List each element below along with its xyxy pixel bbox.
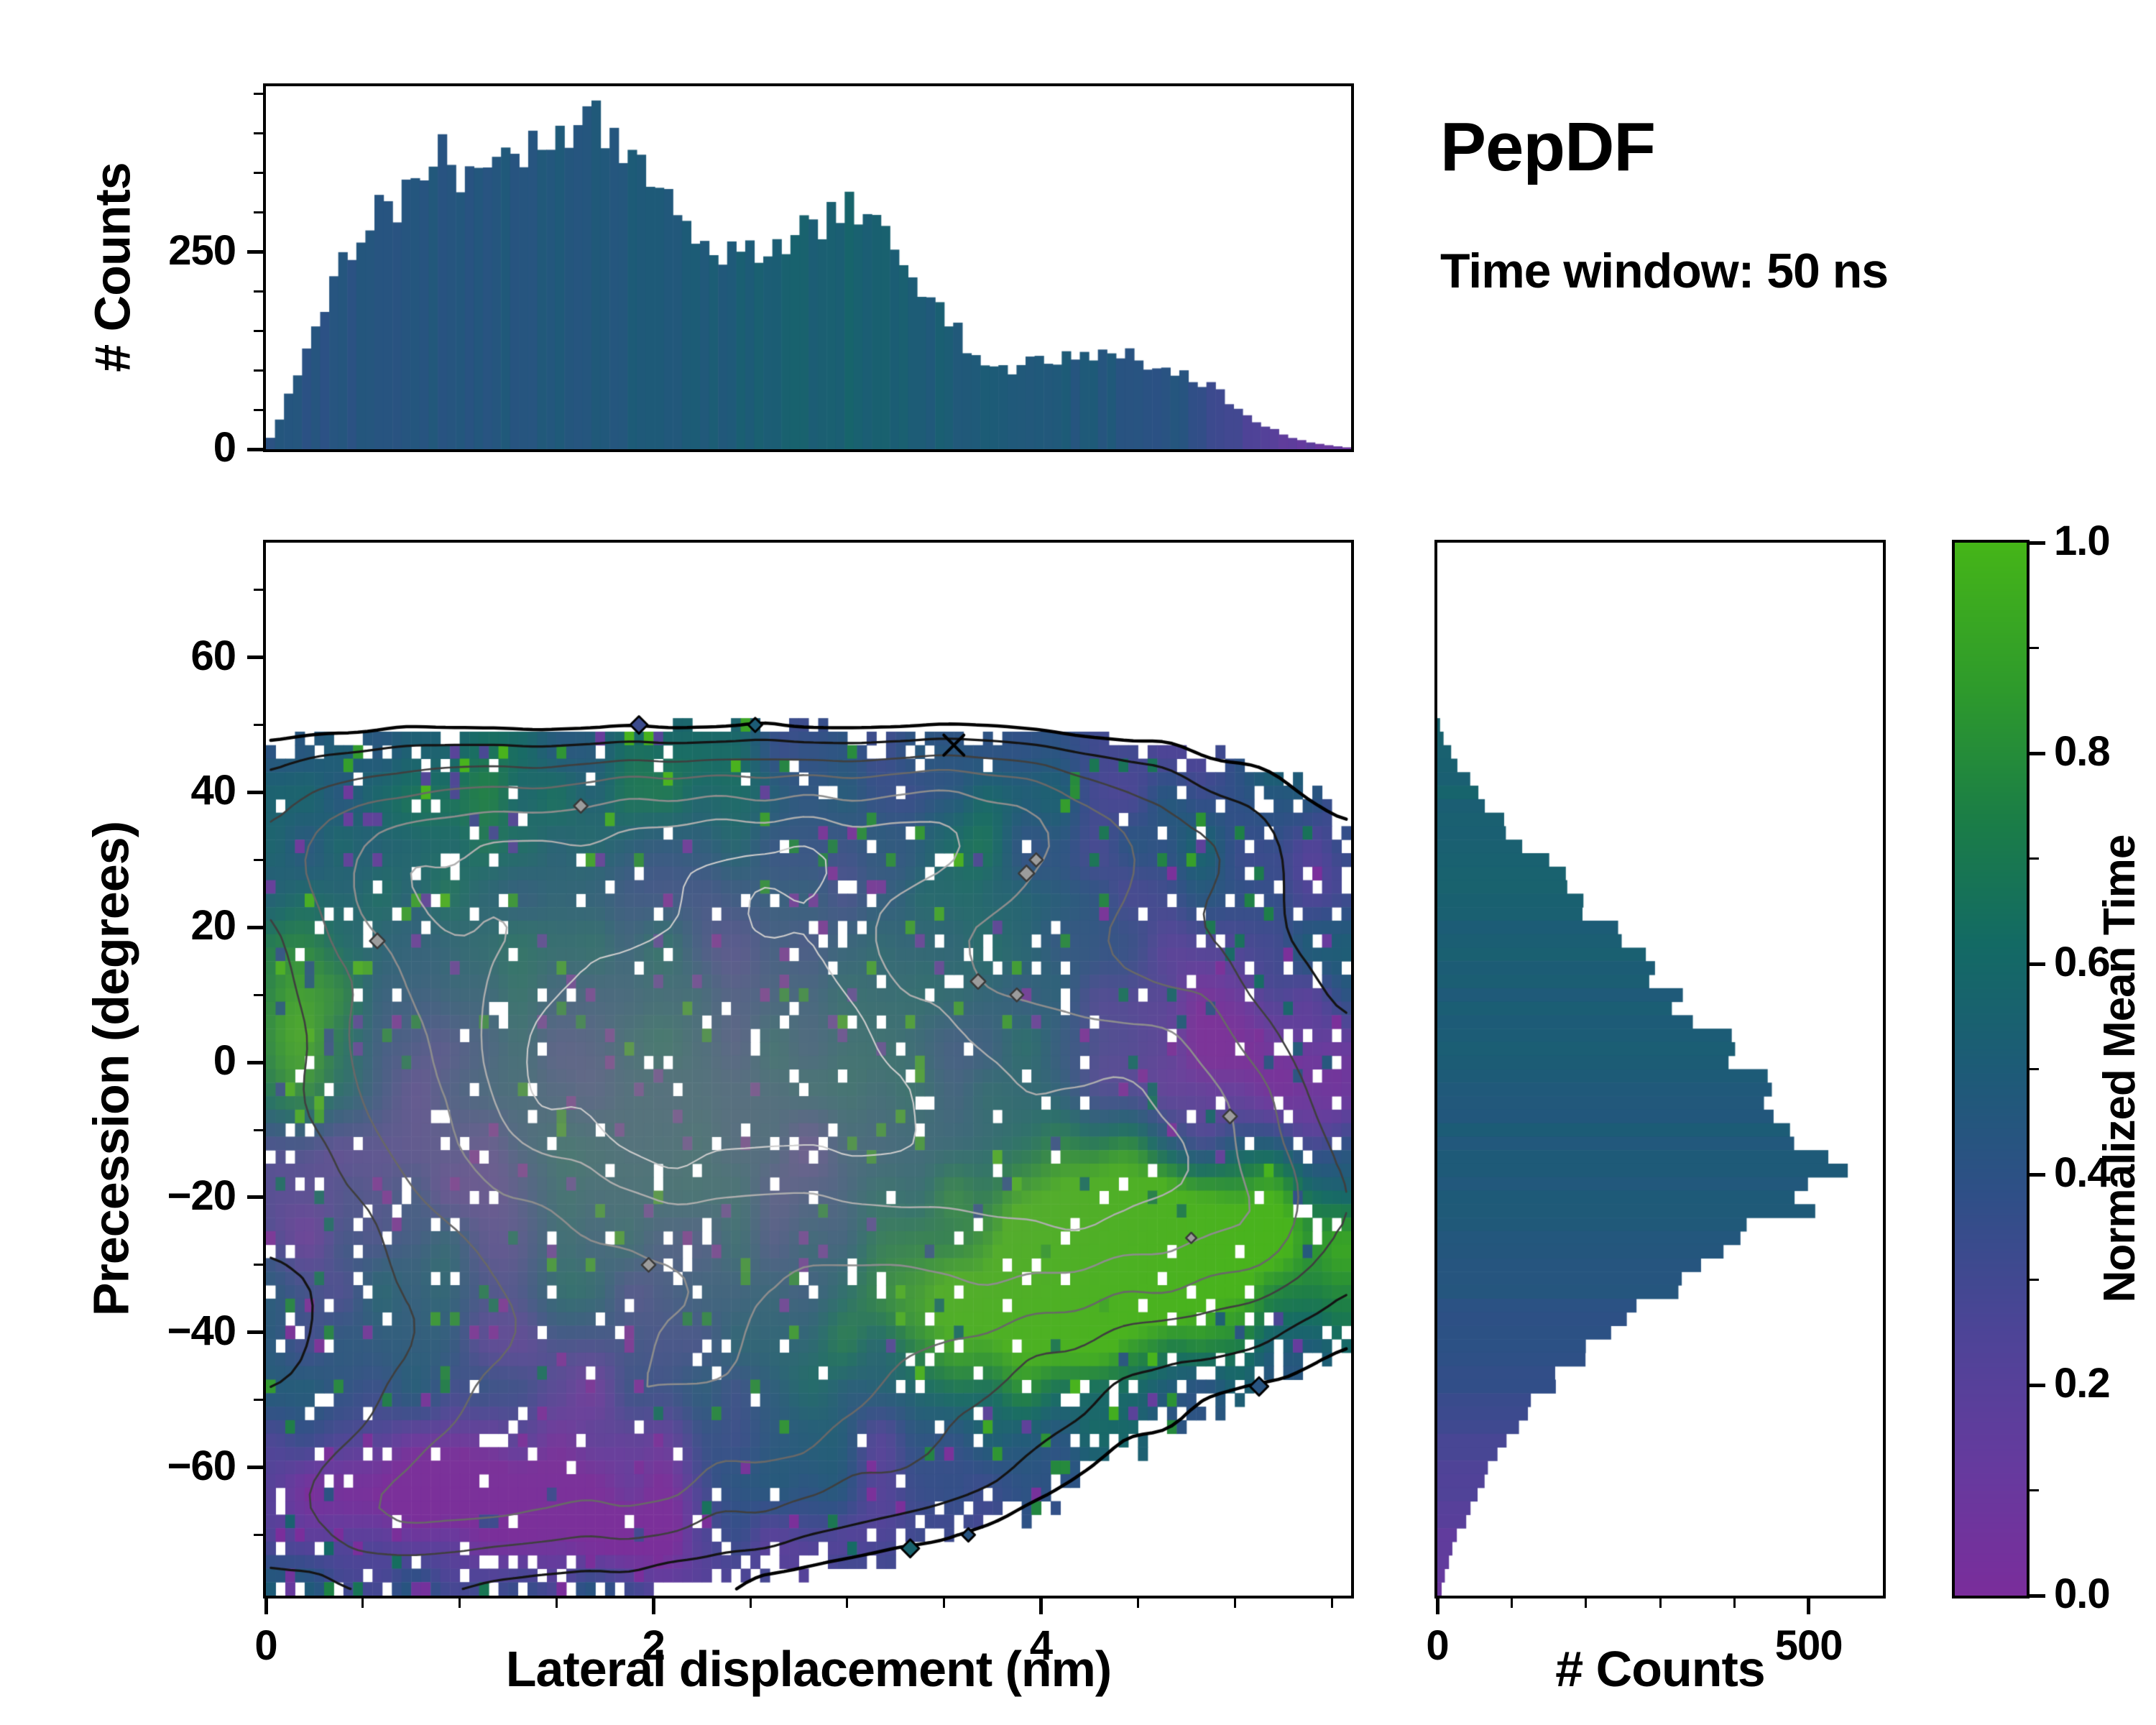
tick-mark — [2030, 1489, 2039, 1491]
tick-label: 60 — [190, 632, 236, 679]
tick-label: 40 — [190, 767, 236, 814]
tick-mark — [254, 93, 263, 96]
tick-mark — [943, 1598, 946, 1608]
tick-mark — [254, 290, 263, 293]
plot-subtitle: Time window: 50 ns — [1440, 244, 1889, 298]
tick-mark — [2030, 1593, 2045, 1598]
tick-mark — [2030, 647, 2039, 649]
tick-mark — [2030, 1172, 2045, 1177]
tick-label: 0.6 — [2054, 939, 2111, 985]
tick-mark — [247, 1466, 263, 1470]
tick-mark — [254, 132, 263, 135]
tick-mark — [1585, 1598, 1588, 1608]
tick-mark — [254, 589, 263, 592]
right-hist-xaxis-label: # Counts — [1555, 1641, 1765, 1697]
tick-mark — [555, 1598, 558, 1608]
tick-label: 0.4 — [2054, 1149, 2111, 1196]
tick-mark — [254, 1533, 263, 1536]
tick-mark — [1733, 1598, 1736, 1608]
tick-label: 0.0 — [2054, 1570, 2111, 1617]
tick-mark — [2030, 1279, 2039, 1281]
main-heatmap-panel — [263, 540, 1354, 1598]
tick-mark — [1233, 1598, 1236, 1608]
tick-mark — [264, 1598, 268, 1614]
tick-mark — [846, 1598, 849, 1608]
tick-mark — [459, 1598, 461, 1608]
right-histogram-panel — [1434, 540, 1886, 1598]
tick-label: −40 — [167, 1307, 236, 1354]
tick-mark — [1435, 1598, 1439, 1614]
tick-mark — [254, 211, 263, 214]
tick-mark — [254, 408, 263, 411]
tick-label: 0.8 — [2054, 728, 2111, 775]
top-histogram-panel — [263, 83, 1354, 452]
main-xaxis-label: Lateral displacement (nm) — [505, 1641, 1112, 1697]
tick-label: 20 — [190, 902, 236, 949]
tick-mark — [1807, 1598, 1811, 1614]
tick-label: 1.0 — [2054, 518, 2111, 564]
tick-label: 4 — [1029, 1622, 1053, 1669]
tick-mark — [247, 1060, 263, 1064]
tick-mark — [254, 993, 263, 996]
tick-label: −60 — [167, 1442, 236, 1489]
tick-mark — [247, 447, 263, 451]
tick-label: 2 — [642, 1622, 665, 1669]
tick-mark — [254, 172, 263, 175]
tick-mark — [247, 250, 263, 254]
tick-mark — [247, 925, 263, 929]
tick-mark — [2030, 962, 2045, 966]
tick-label: 250 — [168, 226, 236, 274]
right-histogram-canvas — [1437, 543, 1883, 1596]
tick-mark — [1039, 1598, 1044, 1614]
tick-label: 0 — [254, 1622, 277, 1669]
tick-mark — [2030, 540, 2045, 545]
tick-label: 0.2 — [2054, 1360, 2111, 1407]
tick-mark — [2030, 751, 2045, 755]
tick-mark — [254, 1264, 263, 1266]
top-histogram-canvas — [266, 86, 1351, 449]
tick-mark — [1659, 1598, 1662, 1608]
tick-mark — [247, 790, 263, 794]
tick-mark — [749, 1598, 752, 1608]
tick-label: 500 — [1774, 1622, 1843, 1669]
tick-label: −20 — [167, 1172, 236, 1219]
tick-mark — [254, 724, 263, 727]
tick-mark — [2030, 857, 2039, 860]
tick-mark — [1330, 1598, 1333, 1608]
tick-mark — [1136, 1598, 1139, 1608]
tick-mark — [254, 329, 263, 332]
tick-mark — [247, 656, 263, 660]
tick-mark — [2030, 1383, 2045, 1387]
tick-label: 0 — [1426, 1622, 1449, 1669]
tick-mark — [1510, 1598, 1513, 1608]
tick-mark — [247, 1330, 263, 1335]
tick-mark — [361, 1598, 364, 1608]
tick-mark — [254, 858, 263, 861]
tick-label: 0 — [213, 1037, 236, 1085]
tick-mark — [651, 1598, 655, 1614]
tick-mark — [2030, 1068, 2039, 1070]
tick-label: 0 — [213, 424, 236, 471]
main-heatmap-canvas — [266, 543, 1351, 1596]
colorbar-canvas — [1955, 543, 2027, 1596]
tick-mark — [254, 1128, 263, 1131]
tick-mark — [254, 369, 263, 372]
plot-title: PepDF — [1440, 109, 1656, 185]
colorbar-panel — [1952, 540, 2030, 1598]
tick-mark — [247, 1195, 263, 1200]
tick-mark — [254, 1399, 263, 1402]
